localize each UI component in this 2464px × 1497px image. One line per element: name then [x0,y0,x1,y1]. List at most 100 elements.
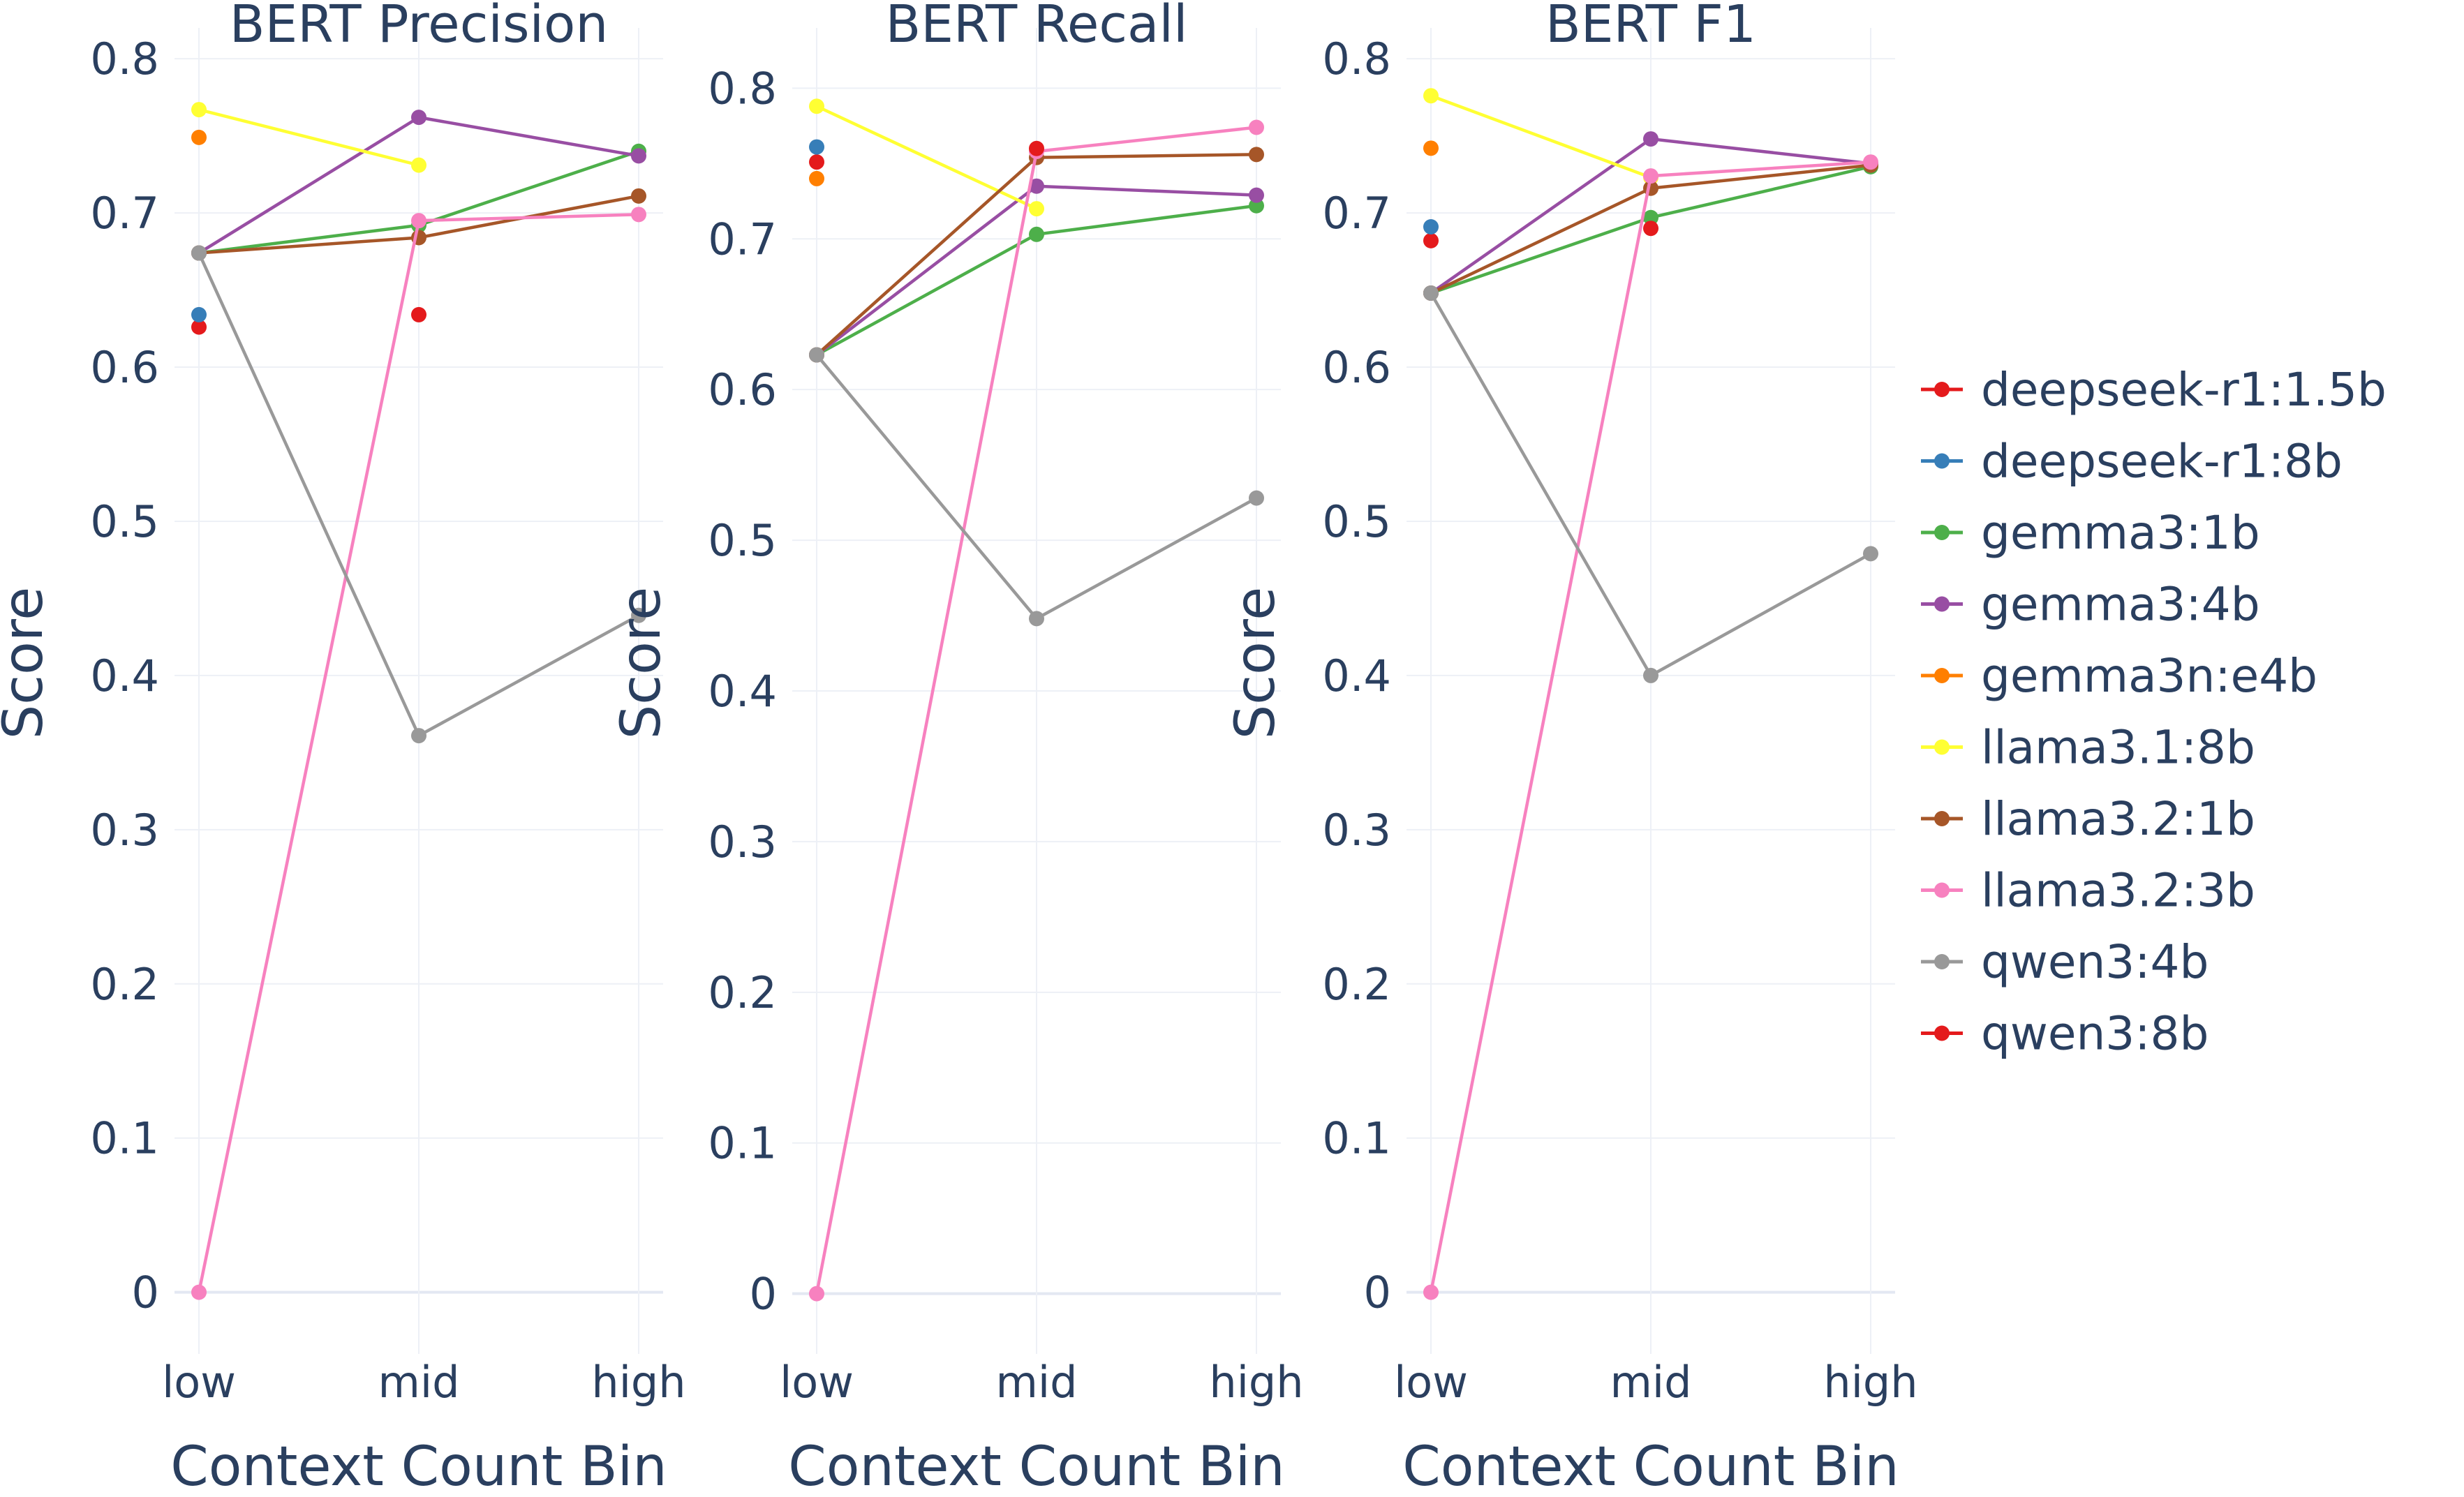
series-line-segment [1036,204,1257,237]
legend-swatch-marker [1934,453,1950,469]
x-tick-label: mid [1610,1357,1692,1408]
data-point [1863,154,1878,170]
legend-swatch-marker [1934,882,1950,898]
data-point [411,110,426,126]
panel-title: BERT Precision [230,0,608,54]
data-point [631,188,646,204]
data-point [1423,285,1439,301]
legend-label: deepseek-r1:8b [1981,435,2343,489]
series-line-segment [197,252,421,737]
y-axis-title: Score [610,587,673,739]
data-point [1029,226,1044,242]
y-tick-label: 0.5 [1322,496,1391,547]
legend-item-llama3-1-8b: llama3.1:8b [1921,721,2255,775]
y-axis-title: Score [0,587,55,739]
data-point [1029,201,1044,217]
data-point [1643,209,1658,225]
x-axis-title: Context Count Bin [1402,1436,1899,1494]
data-point [1423,219,1439,234]
series-line-segment [418,149,639,227]
data-point [1423,88,1439,104]
data-point [191,306,207,322]
data-point [1423,140,1439,156]
y-tick-label: 0 [750,1269,777,1320]
series-line-segment [1035,496,1258,620]
x-tick-label: high [591,1357,685,1408]
series-line-segment [418,115,639,158]
y-tick-label: 0.3 [90,805,159,856]
legend-swatch-marker [1934,596,1950,612]
series-deepseek-r1-1-5b [1423,232,1439,248]
data-point [191,245,207,261]
series-llama3-1-8b [809,98,1044,217]
series-line-segment [198,236,420,255]
data-point [191,102,207,118]
y-tick-label: 0.3 [708,817,777,867]
series-line-segment [1650,160,1871,178]
legend-swatch-marker [1934,811,1950,826]
series-line-segment [1036,126,1257,154]
y-tick-label: 0.8 [708,63,777,114]
data-point [191,129,207,145]
y-tick-label: 0.6 [1322,342,1391,393]
legend-label: gemma3:1b [1981,506,2260,560]
series-line-segment [198,107,420,167]
series-llama3-2-3b [1423,154,1878,1300]
x-tick-label: high [1209,1357,1303,1408]
x-tick-label: high [1823,1357,1917,1408]
y-tick-label: 0.6 [708,364,777,415]
legend-label: deepseek-r1:1.5b [1981,363,2387,417]
data-point [631,207,646,223]
series-line-segment [1430,292,1652,677]
data-point [809,98,824,114]
series-line-segment [418,213,639,223]
legend-item-llama3-2-1b: llama3.2:1b [1921,792,2255,846]
series-gemma3n-e4b [1423,140,1439,156]
series-line-segment [198,116,420,255]
series-gemma3n-e4b [809,170,824,186]
data-point [1249,147,1264,163]
legend-swatch-marker [1934,1025,1950,1041]
data-point [809,170,824,186]
data-point [1423,232,1439,248]
series-qwen3-8b [1643,221,1658,237]
legend-item-deepseek-r1-8b: deepseek-r1:8b [1921,435,2343,489]
series-qwen3-8b [1029,140,1044,156]
series-line-segment [1429,175,1653,1293]
data-point [1249,490,1264,506]
legend-item-qwen3-4b: qwen3:4b [1921,935,2209,989]
series-line-segment [1430,186,1652,295]
y-tick-label: 0.7 [1322,188,1391,239]
legend-swatch-marker [1934,739,1950,755]
data-point [411,728,426,744]
x-axis-title: Context Count Bin [788,1436,1284,1494]
series-line-segment [815,184,1038,357]
legend-swatch-marker [1934,382,1950,397]
series-line-segment [815,156,1038,357]
legend-item-gemma3-1b: gemma3:1b [1921,506,2260,560]
series-line-segment [1430,216,1652,295]
legend-label: llama3.2:3b [1981,864,2255,918]
series-line-segment [198,223,420,255]
panel-bert-precision: 0 0.1 0.2 0.3 0.4 0.5 0.6 0.7 0.8 low mid high BERT … [0,0,686,1497]
series-line-segment [1650,165,1871,219]
legend-label: gemma3:4b [1981,578,2260,632]
y-axis-title: Score [1224,587,1287,739]
data-point [809,139,824,155]
series-llama3-1-8b [191,102,426,173]
data-point [631,148,646,164]
series-line-segment [1036,153,1257,159]
panel-bert-f1: 0 0.1 0.2 0.3 0.4 0.5 0.6 0.7 0.8 low mid high BERT … [1224,0,1918,1497]
x-tick-label: mid [378,1357,460,1408]
data-point [1249,119,1264,135]
data-point [1029,140,1044,156]
panel-title: BERT F1 [1545,0,1756,54]
y-tick-label: 0.2 [708,967,777,1018]
data-point [1643,221,1658,237]
legend-label: qwen3:8b [1981,1007,2209,1061]
y-tick-label: 0 [132,1267,159,1318]
y-tick-label: 0.7 [90,188,159,239]
data-point [411,306,426,322]
